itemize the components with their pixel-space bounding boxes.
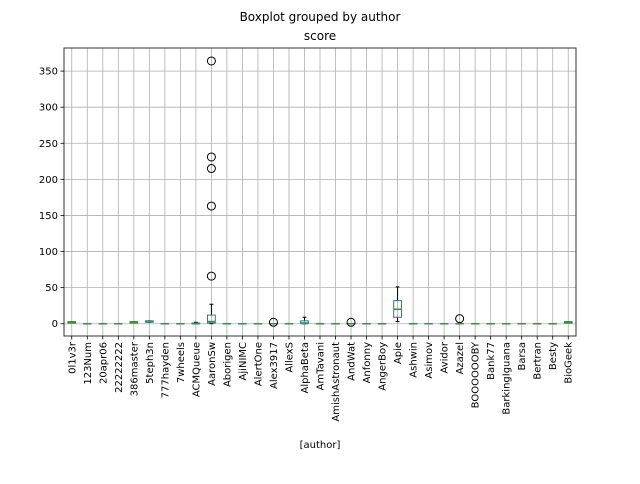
x-tick-label: Azazel <box>455 342 466 374</box>
box-group <box>564 322 572 323</box>
x-axis-label: [author] <box>300 440 341 451</box>
x-tick-label: Bank77 <box>486 342 497 380</box>
x-tick-label: Besty <box>548 342 559 370</box>
x-tick-label: BarkingIguana <box>502 342 513 415</box>
x-tick-label: AaronSw <box>207 342 218 386</box>
x-tick-label: 22222222 <box>114 342 125 393</box>
x-tick-label: AngerBoy <box>378 342 389 391</box>
y-tick-label: 100 <box>39 247 58 258</box>
x-tick-label: BOOOOOOBY <box>471 341 482 408</box>
x-tick-label: Avidor <box>440 341 451 373</box>
figure-suptitle: Boxplot grouped by author <box>240 10 401 24</box>
y-tick-label: 200 <box>39 175 58 186</box>
x-tick-label: Ashwin <box>409 342 420 378</box>
box-group <box>145 321 153 322</box>
box-group <box>130 322 138 323</box>
x-tick-label: Asimov <box>424 342 435 379</box>
x-tick-label: Barsa <box>517 342 528 370</box>
x-tick-label: AmTavani <box>316 342 327 390</box>
y-tick-label: 0 <box>52 319 58 330</box>
x-tick-label: 5teph3n <box>145 342 156 384</box>
x-tick-label: AmishAstronaut <box>331 342 342 422</box>
x-tick-label: AllexS <box>284 342 295 373</box>
x-tick-label: 386master <box>129 341 140 396</box>
x-tick-label: 7wheels <box>176 342 187 383</box>
x-tick-label: ACMQueue <box>191 342 202 397</box>
x-tick-label: AlphaBeta <box>300 342 311 394</box>
y-tick-label: 150 <box>39 211 58 222</box>
box-group <box>68 322 76 323</box>
x-tick-label: 0l1v3r <box>67 341 78 374</box>
x-tick-label: AjiNIMC <box>238 342 249 380</box>
x-tick-label: Apie <box>393 342 404 364</box>
y-tick-label: 250 <box>39 139 58 150</box>
x-tick-label: 123Num <box>83 342 94 385</box>
y-tick-label: 350 <box>39 67 58 78</box>
x-tick-label: AndWat <box>347 342 358 381</box>
x-tick-label: Anfonny <box>362 342 373 383</box>
x-tick-label: Aborigen <box>222 342 233 387</box>
y-tick-label: 50 <box>45 283 58 294</box>
chart-title: score <box>304 29 336 43</box>
x-tick-label: Bertran <box>533 342 544 380</box>
x-tick-label: Alex3917 <box>269 342 280 389</box>
x-tick-label: AlertOne <box>253 342 264 386</box>
y-tick-label: 300 <box>39 103 58 114</box>
x-tick-label: 20apr06 <box>98 342 109 384</box>
x-tick-label: BioGeek <box>564 342 575 384</box>
x-tick-label: 777hayden <box>160 342 171 398</box>
